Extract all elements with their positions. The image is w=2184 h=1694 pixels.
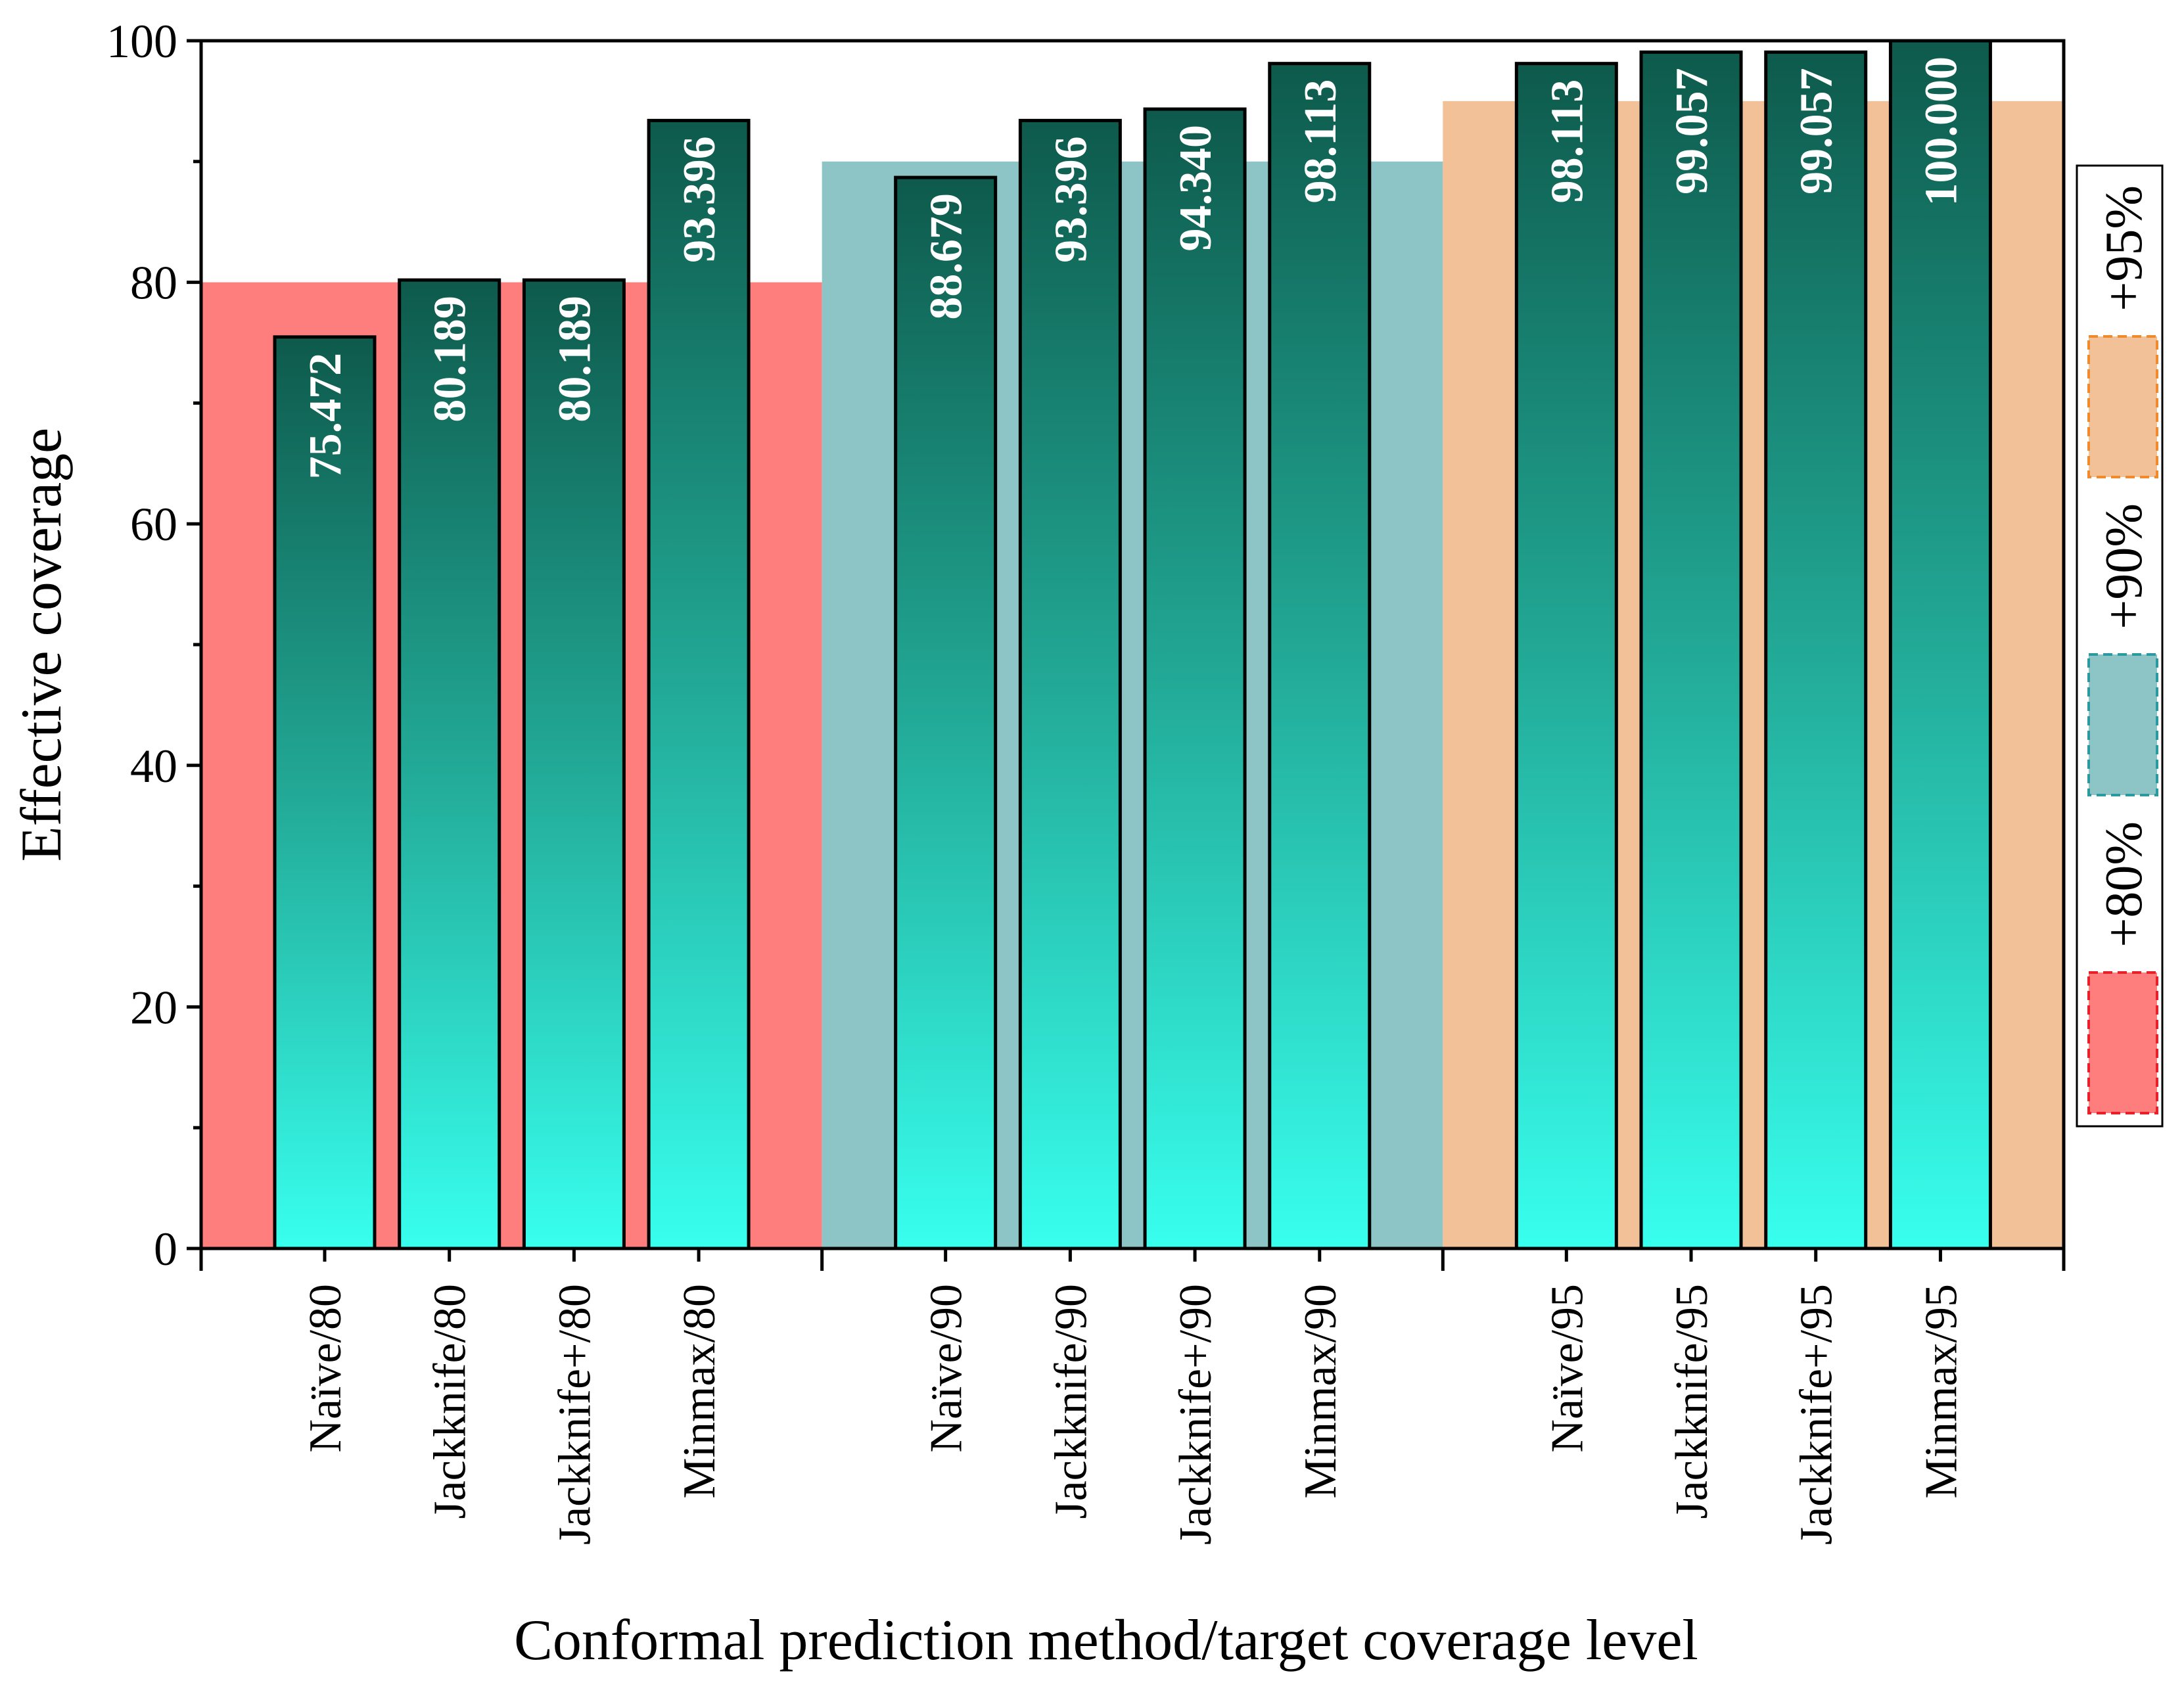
x-tick-label: Minmax/90 — [1295, 1284, 1346, 1499]
legend-label: +80% — [2095, 821, 2153, 948]
y-tick-label: 100 — [106, 15, 177, 68]
x-tick-label: Jackknife/95 — [1667, 1284, 1717, 1519]
legend-swatch — [2087, 971, 2158, 1114]
y-tick-label: 60 — [130, 498, 177, 551]
x-axis-title: Conformal prediction method/target cover… — [514, 1609, 1698, 1672]
x-tick-label: Jackknife+/95 — [1792, 1284, 1842, 1545]
bar-minmax-80 — [647, 118, 751, 1250]
bar-value-label: 98.113 — [1542, 80, 1592, 204]
x-tick-label: Naïve/90 — [921, 1284, 972, 1453]
legend-label: +90% — [2095, 503, 2153, 630]
y-tick-label: 80 — [130, 257, 177, 309]
x-tick-label: Minmax/80 — [674, 1284, 725, 1499]
x-tick-label: Jackknife+/80 — [549, 1284, 600, 1545]
bar-minmax-90 — [1268, 62, 1372, 1250]
bar-na-ve-95 — [1514, 62, 1618, 1250]
bar-value-label: 100.000 — [1916, 57, 1966, 206]
bar-jackknife-80 — [522, 278, 626, 1250]
bar-value-label: 99.057 — [1667, 68, 1717, 195]
y-tick-label: 0 — [154, 1223, 177, 1275]
bar-value-label: 80.189 — [549, 296, 600, 423]
bar-value-label: 94.340 — [1171, 125, 1221, 252]
legend-label: +95% — [2095, 185, 2153, 311]
y-axis-title: Effective coverage — [10, 428, 74, 861]
bar-value-label: 88.679 — [921, 193, 972, 320]
legend-swatch — [2087, 335, 2158, 478]
y-tick-label: 20 — [130, 981, 177, 1034]
bar-minmax-95 — [1888, 39, 1992, 1250]
bar-na-ve-90 — [894, 175, 998, 1250]
x-tick-label: Jackknife/90 — [1046, 1284, 1096, 1519]
bar-jackknife-95 — [1639, 50, 1743, 1250]
bar-jackknife-80 — [398, 278, 501, 1250]
x-tick-label: Jackknife+/90 — [1171, 1284, 1221, 1545]
bar-jackknife-95 — [1764, 50, 1868, 1250]
x-tick-label: Jackknife/80 — [425, 1284, 476, 1519]
bar-value-label: 99.057 — [1792, 68, 1842, 195]
bar-jackknife-90 — [1143, 107, 1247, 1250]
bar-value-label: 75.472 — [300, 353, 351, 480]
bar-value-label: 93.396 — [1046, 136, 1096, 263]
bar-value-label: 80.189 — [425, 296, 476, 423]
legend-swatch — [2087, 653, 2158, 796]
bar-na-ve-80 — [273, 335, 377, 1250]
y-tick-label: 40 — [130, 740, 177, 792]
bar-value-label: 98.113 — [1295, 80, 1346, 204]
bar-value-label: 93.396 — [674, 136, 725, 263]
x-tick-label: Naïve/80 — [300, 1284, 351, 1453]
bar-jackknife-90 — [1018, 118, 1122, 1250]
x-tick-label: Naïve/95 — [1542, 1284, 1592, 1453]
x-tick-label: Minmax/95 — [1916, 1284, 1966, 1499]
legend-box — [2076, 164, 2164, 1128]
